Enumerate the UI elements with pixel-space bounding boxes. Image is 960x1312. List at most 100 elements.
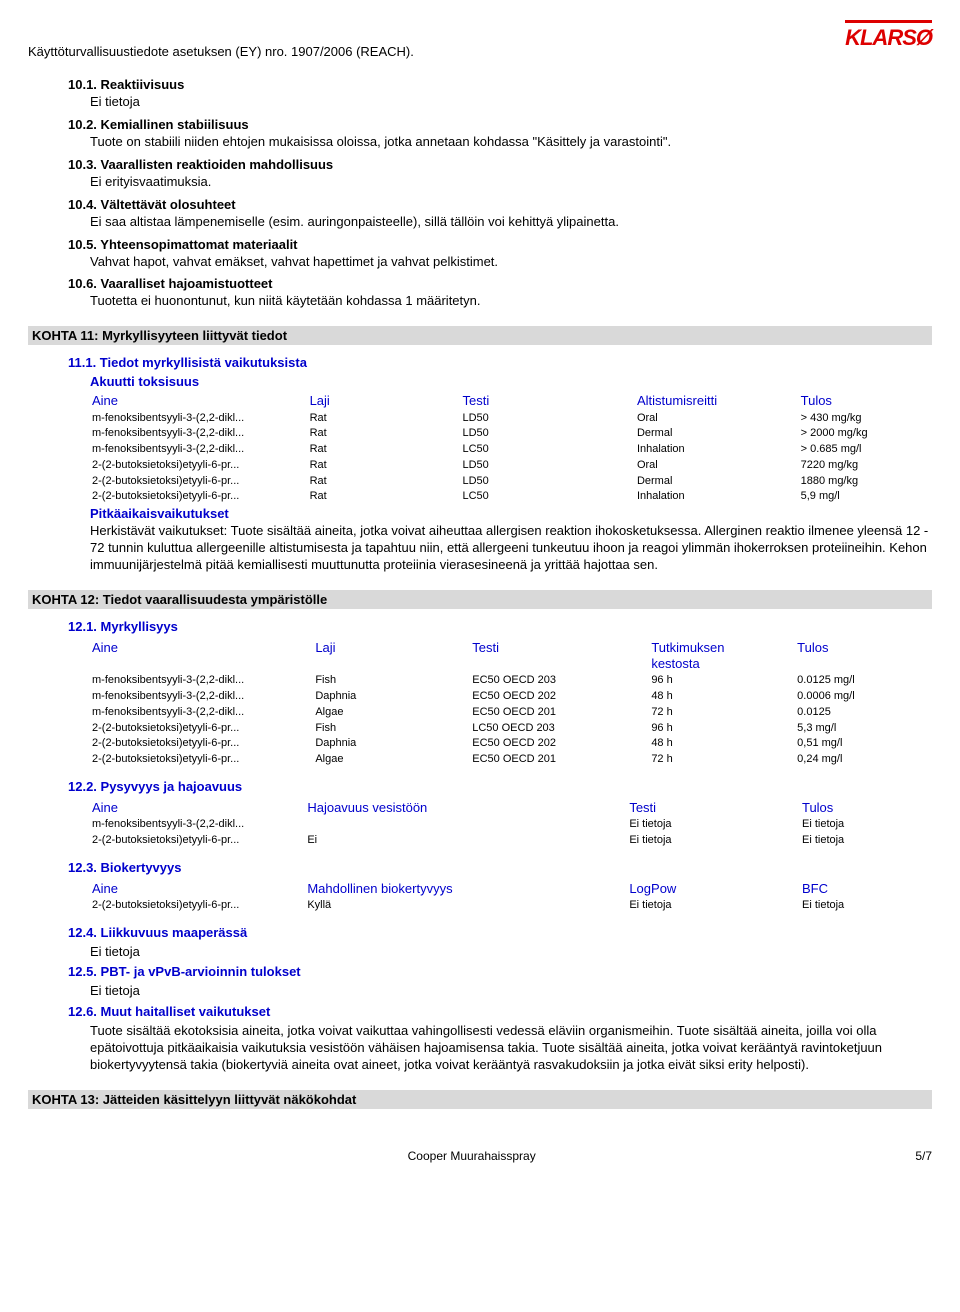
table-cell: 7220 mg/kg: [801, 459, 930, 473]
k12-s5: 12.5. PBT- ja vPvB-arvioinnin tulokset: [68, 964, 932, 979]
table-cell: Ei tietoja: [802, 834, 930, 848]
table-row: m-fenoksibentsyyli-3-(2,2-dikl...Ei tiet…: [92, 818, 930, 832]
table-cell: Rat: [310, 412, 461, 426]
table-cell: Ei tietoja: [802, 818, 930, 832]
table-row: 2-(2-butoksietoksi)etyyli-6-pr...RatLC50…: [92, 490, 930, 504]
t-10-3: Ei erityisvaatimuksia.: [90, 174, 932, 191]
bioaccum-table: Aine Mahdollinen biokertyvyys LogPow BFC…: [90, 879, 932, 915]
h-10-1: 10.1. Reaktiivisuus: [68, 77, 932, 92]
footer: Cooper Muurahaisspray 5/7: [28, 1149, 932, 1163]
th-tulos: Tulos: [797, 640, 930, 673]
k12-t5: Ei tietoja: [90, 983, 932, 1000]
th-kesto-1: Tutkimuksen: [651, 640, 724, 655]
h-10-2: 10.2. Kemiallinen stabiilisuus: [68, 117, 932, 132]
table-cell: 2-(2-butoksietoksi)etyyli-6-pr...: [92, 737, 313, 751]
h-10-4: 10.4. Vältettävät olosuhteet: [68, 197, 932, 212]
table-cell: Inhalation: [637, 490, 799, 504]
table-row: m-fenoksibentsyyli-3-(2,2-dikl...RatLD50…: [92, 412, 930, 426]
table-cell: LD50: [462, 412, 634, 426]
eco-tox-table: Aine Laji Testi Tutkimuksenkestosta Tulo…: [90, 638, 932, 769]
section-10-4: 10.4. Vältettävät olosuhteet Ei saa alti…: [68, 197, 932, 231]
table-cell: Ei tietoja: [629, 899, 800, 913]
table-cell: m-fenoksibentsyyli-3-(2,2-dikl...: [92, 443, 308, 457]
table-cell: LD50: [462, 427, 634, 441]
th-testi: Testi: [472, 640, 649, 673]
table-cell: m-fenoksibentsyyli-3-(2,2-dikl...: [92, 706, 313, 720]
table-cell: 1880 mg/kg: [801, 475, 930, 489]
table-row: 2-(2-butoksietoksi)etyyli-6-pr...EiEi ti…: [92, 834, 930, 848]
table-cell: 48 h: [651, 737, 795, 751]
k12-t4: Ei tietoja: [90, 944, 932, 961]
table-cell: 0.0125 mg/l: [797, 674, 930, 688]
table-cell: 5,9 mg/l: [801, 490, 930, 504]
table-cell: Ei tietoja: [629, 818, 800, 832]
th-reitti: Altistumisreitti: [637, 393, 799, 409]
th-bio: Mahdollinen biokertyvyys: [307, 881, 627, 897]
table-row: 2-(2-butoksietoksi)etyyli-6-pr...FishLC5…: [92, 722, 930, 736]
table-cell: Oral: [637, 412, 799, 426]
doc-title: Käyttöturvallisuustiedote asetuksen (EY)…: [28, 44, 414, 59]
th-tulos: Tulos: [801, 393, 930, 409]
th-bfc: BFC: [802, 881, 930, 897]
th-aine: Aine: [92, 640, 313, 673]
th-aine: Aine: [92, 800, 305, 816]
table-cell: 0.0125: [797, 706, 930, 720]
toxicity-table: Aine Laji Testi Altistumisreitti Tulos m…: [90, 391, 932, 506]
table-cell: Rat: [310, 459, 461, 473]
k11-sub1: 11.1. Tiedot myrkyllisistä vaikutuksista: [68, 355, 932, 370]
th-tulos: Tulos: [802, 800, 930, 816]
doc-header: Käyttöturvallisuustiedote asetuksen (EY)…: [28, 20, 932, 59]
table-cell: m-fenoksibentsyyli-3-(2,2-dikl...: [92, 690, 313, 704]
table-row: 2-(2-butoksietoksi)etyyli-6-pr...RatLD50…: [92, 459, 930, 473]
logo-block: KLARSØ: [845, 20, 932, 51]
table-cell: > 2000 mg/kg: [801, 427, 930, 441]
table-cell: m-fenoksibentsyyli-3-(2,2-dikl...: [92, 412, 308, 426]
th-hajo: Hajoavuus vesistöön: [307, 800, 627, 816]
th-kesto-2: kestosta: [651, 656, 699, 671]
table-cell: 2-(2-butoksietoksi)etyyli-6-pr...: [92, 475, 308, 489]
t-10-5: Vahvat hapot, vahvat emäkset, vahvat hap…: [90, 254, 932, 271]
table-cell: 2-(2-butoksietoksi)etyyli-6-pr...: [92, 834, 305, 848]
table-cell: Dermal: [637, 427, 799, 441]
table-cell: 2-(2-butoksietoksi)etyyli-6-pr...: [92, 490, 308, 504]
k12-para6: Tuote sisältää ekotoksisia aineita, jotk…: [90, 1023, 932, 1074]
t-10-6: Tuotetta ei huonontunut, kun niitä käyte…: [90, 293, 932, 310]
table-cell: LC50: [462, 443, 634, 457]
logo-text: KLARSØ: [845, 25, 932, 51]
table-cell: Algae: [315, 706, 470, 720]
table-row: m-fenoksibentsyyli-3-(2,2-dikl...FishEC5…: [92, 674, 930, 688]
table-cell: Fish: [315, 674, 470, 688]
th-laji: Laji: [310, 393, 461, 409]
table-row: 2-(2-butoksietoksi)etyyli-6-pr...AlgaeEC…: [92, 753, 930, 767]
th-aine: Aine: [92, 393, 308, 409]
table-cell: 0,51 mg/l: [797, 737, 930, 751]
h-10-3: 10.3. Vaarallisten reaktioiden mahdollis…: [68, 157, 932, 172]
table-row: m-fenoksibentsyyli-3-(2,2-dikl...AlgaeEC…: [92, 706, 930, 720]
table-cell: m-fenoksibentsyyli-3-(2,2-dikl...: [92, 674, 313, 688]
persistence-table: Aine Hajoavuus vesistöön Testi Tulos m-f…: [90, 798, 932, 850]
section-10-5: 10.5. Yhteensopimattomat materiaalit Vah…: [68, 237, 932, 271]
th-log: LogPow: [629, 881, 800, 897]
table-cell: Ei tietoja: [629, 834, 800, 848]
table-cell: 0,24 mg/l: [797, 753, 930, 767]
table-cell: Dermal: [637, 475, 799, 489]
t-10-4: Ei saa altistaa lämpenemiselle (esim. au…: [90, 214, 932, 231]
table-cell: 2-(2-butoksietoksi)etyyli-6-pr...: [92, 459, 308, 473]
table-row: m-fenoksibentsyyli-3-(2,2-dikl...Daphnia…: [92, 690, 930, 704]
table-cell: Algae: [315, 753, 470, 767]
table-cell: 0.0006 mg/l: [797, 690, 930, 704]
t-10-2: Tuote on stabiili niiden ehtojen mukaisi…: [90, 134, 932, 151]
table-cell: 96 h: [651, 722, 795, 736]
footer-product: Cooper Muurahaisspray: [408, 1149, 536, 1163]
table-cell: Daphnia: [315, 690, 470, 704]
th-testi: Testi: [629, 800, 800, 816]
page-number: 5/7: [915, 1149, 932, 1163]
section-10-6: 10.6. Vaaralliset hajoamistuotteet Tuote…: [68, 276, 932, 310]
kohta-11: KOHTA 11: Myrkyllisyyteen liittyvät tied…: [28, 326, 932, 345]
th-laji: Laji: [315, 640, 470, 673]
section-10-1: 10.1. Reaktiivisuus Ei tietoja: [68, 77, 932, 111]
k12-s3: 12.3. Biokertyvyys: [68, 860, 932, 875]
th-kesto: Tutkimuksenkestosta: [651, 640, 795, 673]
table-cell: EC50 OECD 201: [472, 706, 649, 720]
table-row: m-fenoksibentsyyli-3-(2,2-dikl...RatLD50…: [92, 427, 930, 441]
